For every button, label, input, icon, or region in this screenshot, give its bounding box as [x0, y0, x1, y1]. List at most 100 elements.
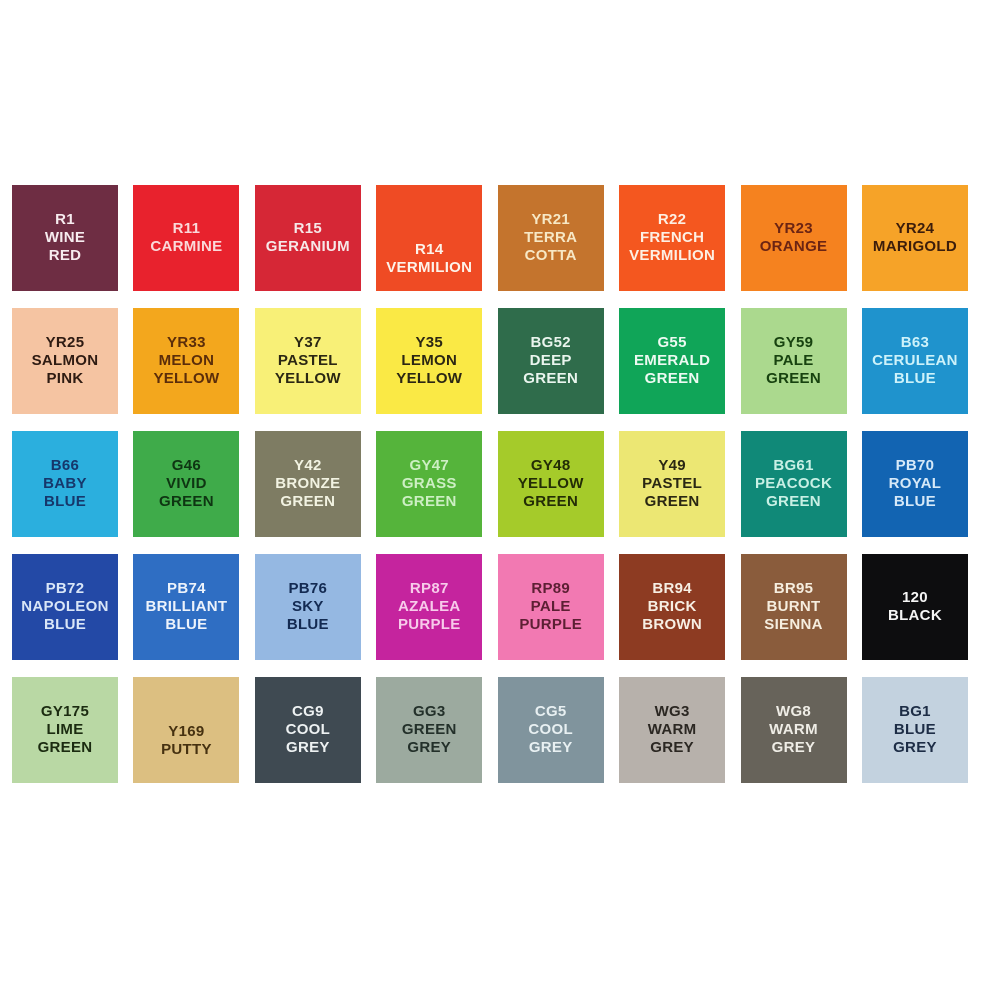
swatch-bg1: BG1 BLUE GREY [861, 677, 968, 783]
swatch-color-name-label: AZALEA PURPLE [397, 598, 461, 633]
swatch-yr23: YR23 ORANGE [740, 185, 847, 291]
swatch-pb76: PB76 SKY BLUE [254, 554, 361, 660]
swatch-code-label: GG3 [412, 703, 446, 720]
swatch-color-name-label: NAPOLEON BLUE [21, 598, 109, 633]
swatch-code-label: G55 [657, 334, 687, 351]
swatch-code-label: RP89 [531, 580, 571, 597]
swatch-r15: R15 GERANIUM [254, 185, 361, 291]
swatch-color-name-label: PASTEL GREEN [642, 475, 703, 510]
swatch-color-name-label: LIME GREEN [37, 721, 93, 756]
swatch-yr21: YR21 TERRA COTTA [497, 185, 604, 291]
swatch-b63: B63 CERULEAN BLUE [861, 308, 968, 414]
swatch-color-name-label: BRONZE GREEN [275, 475, 341, 510]
swatch-color-name-label: CERULEAN BLUE [872, 352, 958, 387]
swatch-code-label: GY47 [409, 457, 450, 474]
swatch-bg61: BG61 PEACOCK GREEN [740, 431, 847, 537]
swatch-g46: G46 VIVID GREEN [133, 431, 240, 537]
swatch-y169: Y169 PUTTY [133, 677, 240, 783]
swatch-color-name-label: PALE GREEN [766, 352, 821, 387]
swatch-color-name-label: YELLOW GREEN [517, 475, 584, 510]
swatch-code-label: BR95 [773, 580, 814, 597]
swatch-br95: BR95 BURNT SIENNA [740, 554, 847, 660]
swatch-code-label: R22 [657, 211, 687, 228]
color-chart-grid: R1 WINE RED R11 CARMINE R15 GERANIUM R14 VERMIL… [12, 185, 968, 783]
swatch-code-label: YR33 [167, 334, 206, 351]
swatch-color-name-label: MELON YELLOW [153, 352, 220, 387]
swatch-color-name-label: ROYAL BLUE [888, 475, 942, 510]
swatch-y49: Y49 PASTEL GREEN [619, 431, 726, 537]
swatch-color-name-label: FRENCH VERMILION [629, 229, 716, 264]
swatch-color-name-label: BLUE GREY [893, 721, 937, 756]
swatch-gy59: GY59 PALE GREEN [740, 308, 847, 414]
swatch-code-label: WG8 [775, 703, 812, 720]
swatch-code-label: BG1 [899, 703, 931, 720]
swatch-code-label: PB74 [167, 580, 206, 597]
swatch-color-name-label: GERANIUM [265, 238, 350, 255]
swatch-yr24: YR24 MARIGOLD [861, 185, 968, 291]
swatch-code-label: BR94 [652, 580, 692, 597]
swatch-code-label: Y169 [168, 723, 205, 740]
swatch-yr25: YR25 SALMON PINK [12, 308, 118, 414]
swatch-code-label: GY59 [773, 334, 814, 351]
swatch-code-label: Y37 [294, 334, 322, 351]
swatch-code-label: Y42 [294, 457, 322, 474]
swatch-color-name-label: SALMON PINK [31, 352, 99, 387]
swatch-br94: BR94 BRICK BROWN [619, 554, 726, 660]
swatch-color-name-label: EMERALD GREEN [633, 352, 711, 387]
swatch-code-label: Y49 [658, 457, 686, 474]
swatch-gy47: GY47 GRASS GREEN [376, 431, 483, 537]
swatch-wg3: WG3 WARM GREY [619, 677, 726, 783]
swatch-code-label: R11 [172, 220, 201, 237]
swatch-color-name-label: BURNT SIENNA [764, 598, 823, 633]
swatch-code-label: WG3 [654, 703, 690, 720]
swatch-120: 120 BLACK [861, 554, 968, 660]
swatch-r11: R11 CARMINE [133, 185, 240, 291]
swatch-color-name-label: DEEP GREEN [523, 352, 579, 387]
swatch-code-label: Y35 [415, 334, 444, 351]
swatch-color-name-label: ORANGE [759, 238, 828, 255]
swatch-gg3: GG3 GREEN GREY [376, 677, 483, 783]
swatch-color-name-label: GRASS GREEN [401, 475, 457, 510]
swatch-g55: G55 EMERALD GREEN [619, 308, 726, 414]
swatch-r14: R14 VERMILION [376, 185, 483, 291]
swatch-wg8: WG8 WARM GREY [740, 677, 847, 783]
swatch-code-label: R15 [293, 220, 323, 237]
swatch-rp87: RP87 AZALEA PURPLE [376, 554, 483, 660]
swatch-yr33: YR33 MELON YELLOW [133, 308, 240, 414]
swatch-code-label: 120 [901, 589, 928, 606]
swatch-pb70: PB70 ROYAL BLUE [861, 431, 968, 537]
swatch-color-name-label: PALE PURPLE [519, 598, 583, 633]
swatch-color-name-label: BRICK BROWN [642, 598, 703, 633]
swatch-color-name-label: CARMINE [150, 238, 223, 255]
swatch-r22: R22 FRENCH VERMILION [619, 185, 726, 291]
swatch-code-label: PB70 [895, 457, 935, 474]
swatch-code-label: CG5 [534, 703, 567, 720]
swatch-color-name-label: TERRA COTTA [524, 229, 578, 264]
swatch-code-label: B66 [50, 457, 80, 474]
swatch-cg9: CG9 COOL GREY [254, 677, 361, 783]
swatch-y35: Y35 LEMON YELLOW [376, 308, 483, 414]
swatch-color-name-label: VERMILION [386, 259, 473, 276]
swatch-color-name-label: WARM GREY [769, 721, 818, 756]
swatch-rp89: RP89 PALE PURPLE [497, 554, 604, 660]
swatch-color-name-label: BLACK [887, 607, 942, 624]
swatch-code-label: YR23 [774, 220, 813, 237]
swatch-code-label: CG9 [291, 703, 324, 720]
swatch-color-name-label: WARM GREY [647, 721, 697, 756]
swatch-pb72: PB72 NAPOLEON BLUE [12, 554, 118, 660]
swatch-gy48: GY48 YELLOW GREEN [497, 431, 604, 537]
swatch-code-label: YR24 [895, 220, 935, 237]
swatch-code-label: R14 [415, 241, 444, 258]
swatch-code-label: BG52 [530, 334, 571, 351]
swatch-code-label: PB72 [45, 580, 85, 597]
swatch-code-label: GY175 [40, 703, 90, 720]
swatch-color-name-label: SKY BLUE [286, 598, 329, 633]
swatch-color-name-label: BRILLIANT BLUE [145, 598, 228, 633]
swatch-gy175: GY175 LIME GREEN [12, 677, 118, 783]
swatch-color-name-label: PASTEL YELLOW [274, 352, 341, 387]
swatch-pb74: PB74 BRILLIANT BLUE [133, 554, 240, 660]
swatch-bg52: BG52 DEEP GREEN [497, 308, 604, 414]
swatch-color-name-label: LEMON YELLOW [396, 352, 463, 387]
swatch-code-label: YR25 [45, 334, 85, 351]
